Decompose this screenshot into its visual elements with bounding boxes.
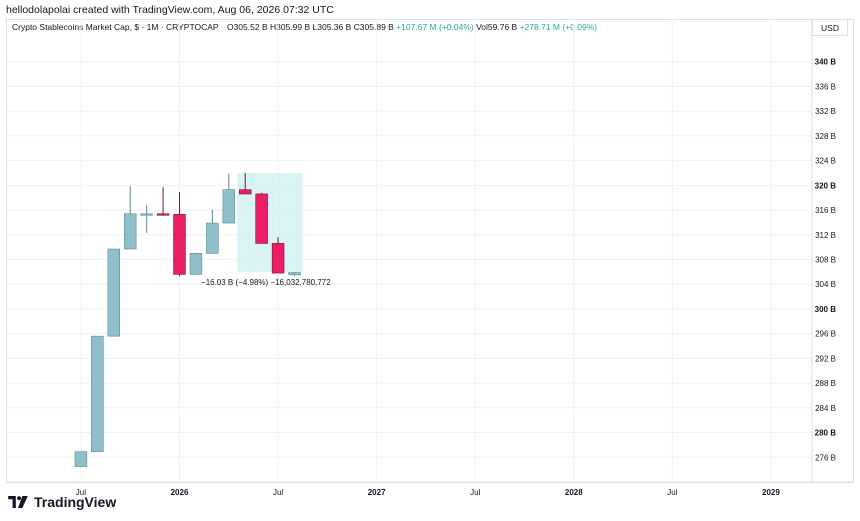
y-tick-label: 320 B — [815, 181, 837, 190]
candle-2026-04[interactable] — [222, 173, 236, 224]
candle-2026-02[interactable] — [189, 252, 203, 275]
y-tick-label: 328 B — [815, 132, 836, 141]
candle-body — [189, 253, 203, 275]
candle-2025-07[interactable] — [74, 451, 88, 467]
tradingview-logo-icon — [8, 496, 28, 508]
x-tick-label: 2029 — [762, 488, 780, 497]
legend-close: C305.89 B — [353, 22, 394, 32]
x-tick-label: Jul — [667, 488, 677, 497]
candle-layer[interactable] — [74, 172, 301, 467]
legend-volume: Vol59.76 B — [476, 22, 518, 32]
symbol-legend[interactable]: Crypto Stablecoins Market Cap, $ · 1M · … — [12, 22, 597, 32]
candle-body — [206, 222, 219, 254]
measure-layer: −16.03 B (−4.98%) −16,032,780,772 — [201, 172, 331, 287]
y-tick-label: 308 B — [815, 256, 836, 265]
grid-layer — [7, 19, 812, 482]
candle-body — [124, 213, 137, 250]
y-tick-label: 292 B — [815, 354, 836, 363]
y-tick-label: 324 B — [815, 157, 836, 166]
y-tick-label: 340 B — [815, 58, 837, 67]
candle-body — [140, 213, 153, 216]
y-tick-label: 316 B — [815, 206, 836, 215]
candle-body — [173, 214, 186, 275]
tradingview-logo[interactable]: TradingView — [8, 494, 116, 510]
candle-2026-07[interactable] — [271, 237, 285, 274]
x-tick-label: 2028 — [565, 488, 583, 497]
y-tick-label: 284 B — [815, 404, 836, 413]
y-tick-label: 288 B — [815, 379, 836, 388]
legend-change: +107.67 M (+0.04%) — [396, 22, 474, 32]
candle-body — [222, 189, 236, 224]
price-axis[interactable]: 340 B 336 B 332 B 328 B 324 B 320 B 316 B 312 B… — [811, 19, 837, 482]
candle-2025-09[interactable] — [107, 248, 121, 337]
candle-2025-08[interactable] — [91, 335, 104, 453]
y-tick-label: 300 B — [815, 305, 837, 314]
candle-2025-11[interactable] — [140, 205, 153, 233]
candle-2025-12[interactable] — [156, 187, 170, 216]
x-tick-label: Jul — [273, 488, 283, 497]
measure-label: −16.03 B (−4.98%) −16,032,780,772 — [201, 278, 331, 287]
chart-attribution: hellodolapolai created with TradingView.… — [6, 4, 334, 16]
candle-2026-05[interactable] — [239, 172, 252, 195]
legend-high: H305.99 B — [269, 22, 311, 32]
candle-2026-01[interactable] — [173, 192, 186, 277]
candle-2026-06[interactable] — [255, 192, 268, 244]
candle-body — [91, 335, 104, 453]
legend-open: O305.52 B — [226, 22, 268, 32]
x-tick-label: Jul — [76, 488, 86, 497]
x-tick-label: 2026 — [171, 488, 189, 497]
y-tick-label: 332 B — [815, 107, 836, 116]
y-tick-label: 312 B — [815, 231, 836, 240]
candle-2025-10[interactable] — [124, 185, 137, 250]
time-axis[interactable]: Jul 2026 Jul 2027 Jul 2028 Jul 2029 — [7, 481, 854, 497]
y-tick-label: 276 B — [815, 453, 836, 462]
x-tick-label: 2027 — [368, 488, 386, 497]
y-tick-label: 336 B — [815, 82, 836, 91]
x-tick-label: Jul — [470, 488, 480, 497]
legend-volume-change: +278.71 M (+0.09%) — [519, 22, 598, 32]
candle-body — [156, 213, 170, 216]
candle-body — [239, 189, 252, 195]
y-tick-label: 296 B — [815, 330, 836, 339]
candle-2026-03[interactable] — [206, 209, 219, 254]
candle-body — [288, 272, 301, 276]
candle-body — [271, 243, 285, 274]
candle-body — [255, 193, 268, 244]
y-tick-label: 304 B — [815, 280, 836, 289]
candle-body — [107, 248, 121, 337]
brand-name: TradingView — [34, 494, 117, 510]
legend-low: L305.36 B — [312, 22, 352, 32]
y-tick-label: 280 B — [815, 429, 837, 438]
candle-2026-08[interactable] — [288, 271, 301, 276]
legend-title: Crypto Stablecoins Market Cap, $ · 1M · … — [12, 22, 219, 32]
candle-body — [74, 451, 88, 467]
